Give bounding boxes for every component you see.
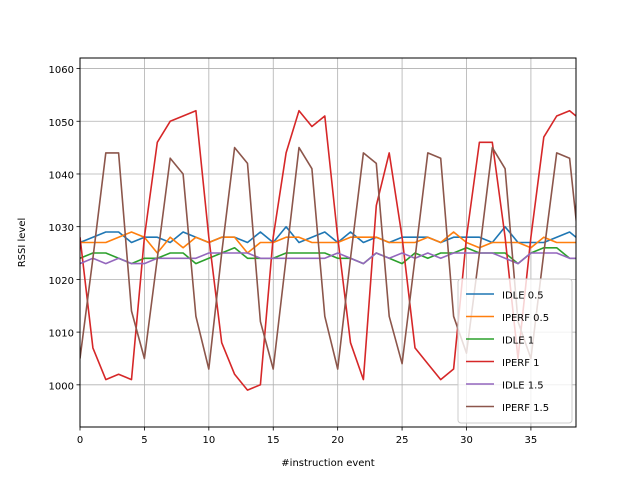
plot-area xyxy=(80,109,576,391)
axis-ticks: 0 5 10 15 20 25 30 35 1000 1010 1020 1030 1040 1050 10… xyxy=(49,65,538,446)
y-tick-label: 1040 xyxy=(49,170,74,181)
x-tick-label: 10 xyxy=(202,435,215,446)
plot-frame xyxy=(79,57,577,428)
x-tick-label: 25 xyxy=(396,435,409,446)
x-tick-label: 35 xyxy=(525,435,538,446)
y-tick-label: 1060 xyxy=(49,65,74,76)
x-axis-label: #instruction event xyxy=(281,458,374,469)
y-tick-label: 1050 xyxy=(49,118,74,129)
legend-box xyxy=(457,278,573,424)
x-tick-label: 15 xyxy=(267,435,280,446)
series-line-idle-1-5 xyxy=(80,252,576,265)
x-tick-label: 20 xyxy=(331,435,344,446)
y-tick-label: 1000 xyxy=(49,381,74,392)
legend-label-idle-1-5: IDLE 1.5 xyxy=(502,381,544,392)
legend-label-iperf-0-5: IPERF 0.5 xyxy=(502,313,549,324)
y-axis-label: RSSI level xyxy=(17,218,28,268)
y-tick-label: 1010 xyxy=(49,329,74,340)
legend-label-idle-1: IDLE 1 xyxy=(502,336,534,347)
legend: IDLE 0.5 IPERF 0.5 IDLE 1 IPERF 1 IDLE 1.5 IP… xyxy=(457,278,573,424)
series-line-iperf-1 xyxy=(80,109,576,391)
series-line-idle-0-5 xyxy=(80,225,576,244)
series-lines xyxy=(80,109,576,391)
x-tick-label: 5 xyxy=(141,435,147,446)
series-line-iperf-0-5 xyxy=(80,231,576,254)
x-tick-label: 0 xyxy=(77,435,83,446)
legend-label-iperf-1-5: IPERF 1.5 xyxy=(502,403,549,414)
series-line-iperf-1-5 xyxy=(80,146,576,370)
y-tick-label: 1030 xyxy=(49,223,74,234)
legend-label-idle-0-5: IDLE 0.5 xyxy=(502,291,544,302)
y-tick-label: 1020 xyxy=(49,276,74,287)
x-tick-label: 30 xyxy=(460,435,473,446)
legend-label-iperf-1: IPERF 1 xyxy=(502,358,540,369)
